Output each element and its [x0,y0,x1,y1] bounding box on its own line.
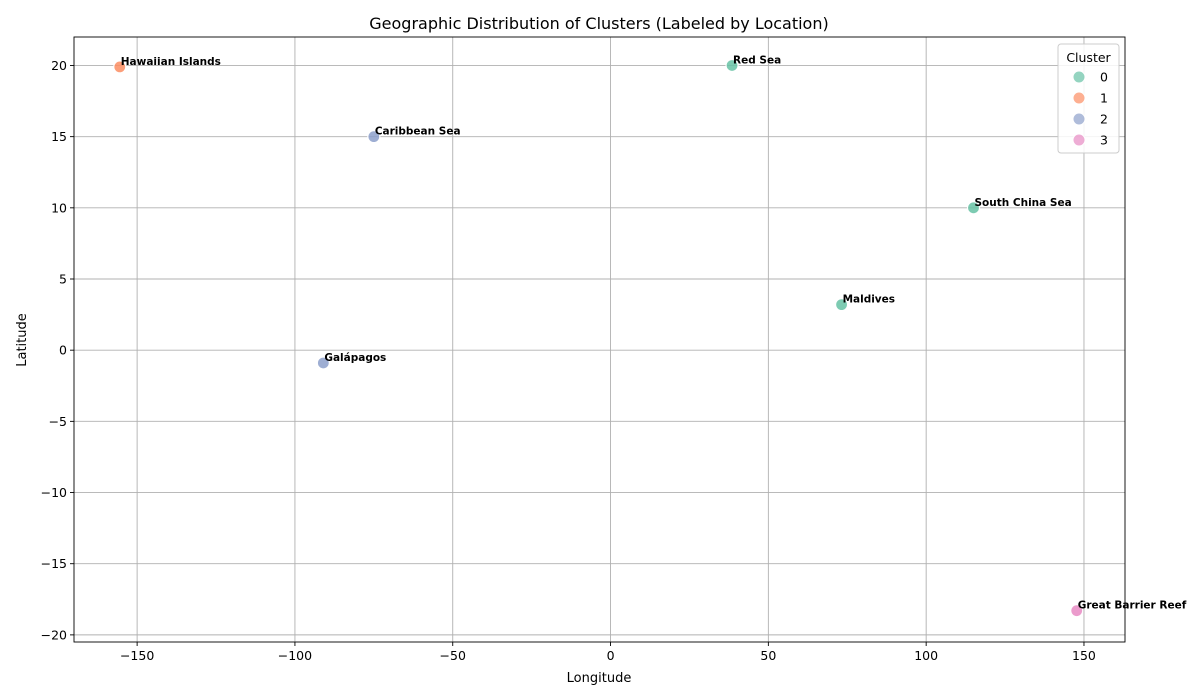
legend-entry-label: 3 [1100,133,1108,148]
x-tick-label: −150 [120,648,154,663]
x-tick-label: −100 [278,648,312,663]
data-point [113,60,127,74]
y-axis-label: Latitude [15,313,30,367]
data-point-label: Hawaiian Islands [121,56,221,68]
legend-entry-label: 2 [1100,112,1108,127]
x-tick-label: 0 [607,648,615,663]
y-tick-label: 15 [51,129,67,144]
point-labels: Hawaiian Islands Red Sea Caribbean Sea Sout… [121,54,1187,611]
data-point [316,356,330,370]
data-points [113,58,1084,618]
data-point [834,298,849,312]
data-point-label: Red Sea [733,54,781,66]
legend-marker [1072,112,1086,126]
legend-marker [1072,133,1086,147]
y-tick-label: 5 [59,272,67,287]
legend-entry-label: 0 [1100,70,1108,85]
y-tick-label: −5 [49,414,67,429]
grid-lines [74,37,1125,642]
x-axis-ticks: −150 −100 −50 0 50 100 150 [120,642,1096,663]
legend-marker [1072,70,1086,84]
x-tick-label: −50 [440,648,466,663]
data-point [725,58,739,73]
legend-title: Cluster [1066,50,1111,65]
x-tick-label: 100 [914,648,938,663]
x-tick-label: 150 [1072,648,1096,663]
y-tick-label: 10 [51,200,67,215]
data-point [367,130,381,144]
y-tick-label: −20 [41,627,67,642]
legend: Cluster 0 1 2 3 [1057,43,1120,154]
x-axis-label: Longitude [567,671,632,686]
data-point-label: Caribbean Sea [375,126,461,138]
data-point-label: South China Sea [975,197,1072,209]
legend-entry-label: 1 [1100,91,1108,106]
legend-box [1057,43,1120,154]
legend-marker [1072,91,1086,105]
y-tick-label: −10 [41,485,67,500]
plot-frame [73,36,1126,643]
y-tick-label: 0 [59,343,67,358]
data-point-label: Great Barrier Reef [1078,600,1187,612]
x-tick-label: 50 [760,648,776,663]
y-tick-label: −15 [41,556,67,571]
data-point-label: Maldives [843,294,895,306]
y-axis-ticks: −20 −15 −10 −5 0 5 10 15 20 [41,58,74,642]
data-point [966,201,981,215]
data-point-label: Galápagos [324,352,386,364]
chart-title: Geographic Distribution of Clusters (Lab… [369,14,828,33]
y-tick-label: 20 [51,58,67,73]
data-point [1070,604,1084,618]
